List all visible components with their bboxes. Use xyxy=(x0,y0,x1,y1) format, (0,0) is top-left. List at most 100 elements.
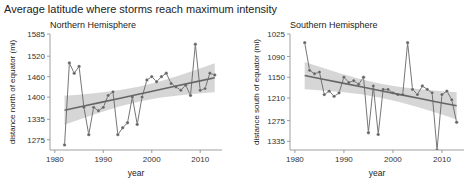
x-tick xyxy=(151,150,152,153)
y-tick-label: 1335 xyxy=(27,115,45,124)
data-point xyxy=(342,76,345,79)
data-point xyxy=(155,80,158,83)
data-line xyxy=(65,44,215,145)
x-tick xyxy=(294,150,295,153)
y-tick-label: 1585 xyxy=(27,30,45,39)
data-point xyxy=(73,72,76,75)
data-line xyxy=(305,43,457,150)
data-point xyxy=(165,72,168,75)
data-point xyxy=(77,65,80,68)
data-point xyxy=(102,106,105,109)
y-tick xyxy=(47,119,50,120)
confidence-band xyxy=(65,63,215,124)
data-point xyxy=(337,91,340,94)
y-tick-label: 1150 xyxy=(268,73,286,82)
x-tick-label: 1980 xyxy=(286,155,304,164)
x-tick-label: 2000 xyxy=(143,155,161,164)
y-tick xyxy=(47,56,50,57)
y-tick xyxy=(287,98,290,99)
x-tick xyxy=(441,150,442,153)
data-point xyxy=(194,43,197,46)
data-point xyxy=(208,72,211,75)
data-point xyxy=(179,89,182,92)
data-point xyxy=(328,89,331,92)
data-point xyxy=(445,89,448,92)
data-point xyxy=(213,73,216,76)
data-point xyxy=(203,87,206,90)
background xyxy=(0,0,474,191)
subtitle: Southern Hemisphere xyxy=(290,20,378,30)
x-tick-label: 1990 xyxy=(94,155,112,164)
data-point xyxy=(145,78,148,81)
y-axis-line xyxy=(290,34,291,150)
y-tick-label: 1210 xyxy=(267,94,285,103)
y-axis-line xyxy=(50,34,51,150)
data-point xyxy=(106,94,109,97)
y-tick-label: 1400 xyxy=(27,93,45,102)
title: Average latitude where storms reach maxi… xyxy=(4,3,278,15)
y-tick xyxy=(47,139,50,140)
data-point xyxy=(140,95,143,98)
x-axis-line xyxy=(290,150,464,151)
data-point xyxy=(169,82,172,85)
data-point xyxy=(97,109,100,112)
data-point xyxy=(430,91,433,94)
data-point xyxy=(313,72,316,75)
data-point xyxy=(111,90,114,93)
y-tick xyxy=(287,34,290,35)
trend-line xyxy=(305,76,457,106)
data-point xyxy=(440,93,443,96)
x-tick xyxy=(392,150,393,153)
subtitle: Northern Hemisphere xyxy=(50,20,136,30)
data-point xyxy=(386,88,389,91)
data-point xyxy=(450,98,453,101)
data-point xyxy=(116,133,119,136)
y-tick-label: 1025 xyxy=(267,30,285,39)
y-tick xyxy=(47,34,50,35)
x-axis-line xyxy=(50,150,222,151)
data-point xyxy=(372,84,375,87)
x-axis-label: year xyxy=(128,168,145,178)
data-point xyxy=(126,121,129,124)
data-point xyxy=(367,131,370,134)
x-tick-label: 1980 xyxy=(46,155,64,164)
x-tick xyxy=(103,150,104,153)
panel: Average latitude where storms reach maxi… xyxy=(4,3,278,178)
y-tick-label: 1335 xyxy=(267,137,285,146)
x-tick xyxy=(200,150,201,153)
data-point xyxy=(318,70,321,73)
data-point xyxy=(150,75,153,78)
y-tick xyxy=(287,120,290,121)
data-point xyxy=(377,133,380,136)
plot-area xyxy=(63,43,217,147)
y-axis-label: distance south of equator (mi) xyxy=(252,39,261,145)
x-tick-label: 2010 xyxy=(433,155,451,164)
data-point xyxy=(68,61,71,64)
data-point xyxy=(189,94,192,97)
y-tick xyxy=(287,77,290,78)
data-point xyxy=(63,143,66,146)
data-point xyxy=(332,95,335,98)
plot-area xyxy=(303,41,458,150)
data-point xyxy=(160,75,163,78)
data-point xyxy=(416,93,419,96)
data-point xyxy=(362,76,365,79)
x-axis-label: year xyxy=(369,168,386,178)
data-point xyxy=(323,93,326,96)
data-point xyxy=(303,41,306,44)
y-tick xyxy=(47,97,50,98)
y-tick xyxy=(47,76,50,77)
data-point xyxy=(121,126,124,129)
y-tick xyxy=(287,141,290,142)
data-point xyxy=(406,41,409,44)
y-axis-label: distance north of equator (mi) xyxy=(8,39,17,144)
data-point xyxy=(308,69,311,72)
data-point xyxy=(87,133,90,136)
data-point xyxy=(199,89,202,92)
trend-line xyxy=(65,78,215,111)
data-point xyxy=(352,79,355,82)
x-tick xyxy=(54,150,55,153)
x-tick xyxy=(343,150,344,153)
y-tick-label: 1090 xyxy=(267,53,285,62)
data-point xyxy=(426,88,429,91)
